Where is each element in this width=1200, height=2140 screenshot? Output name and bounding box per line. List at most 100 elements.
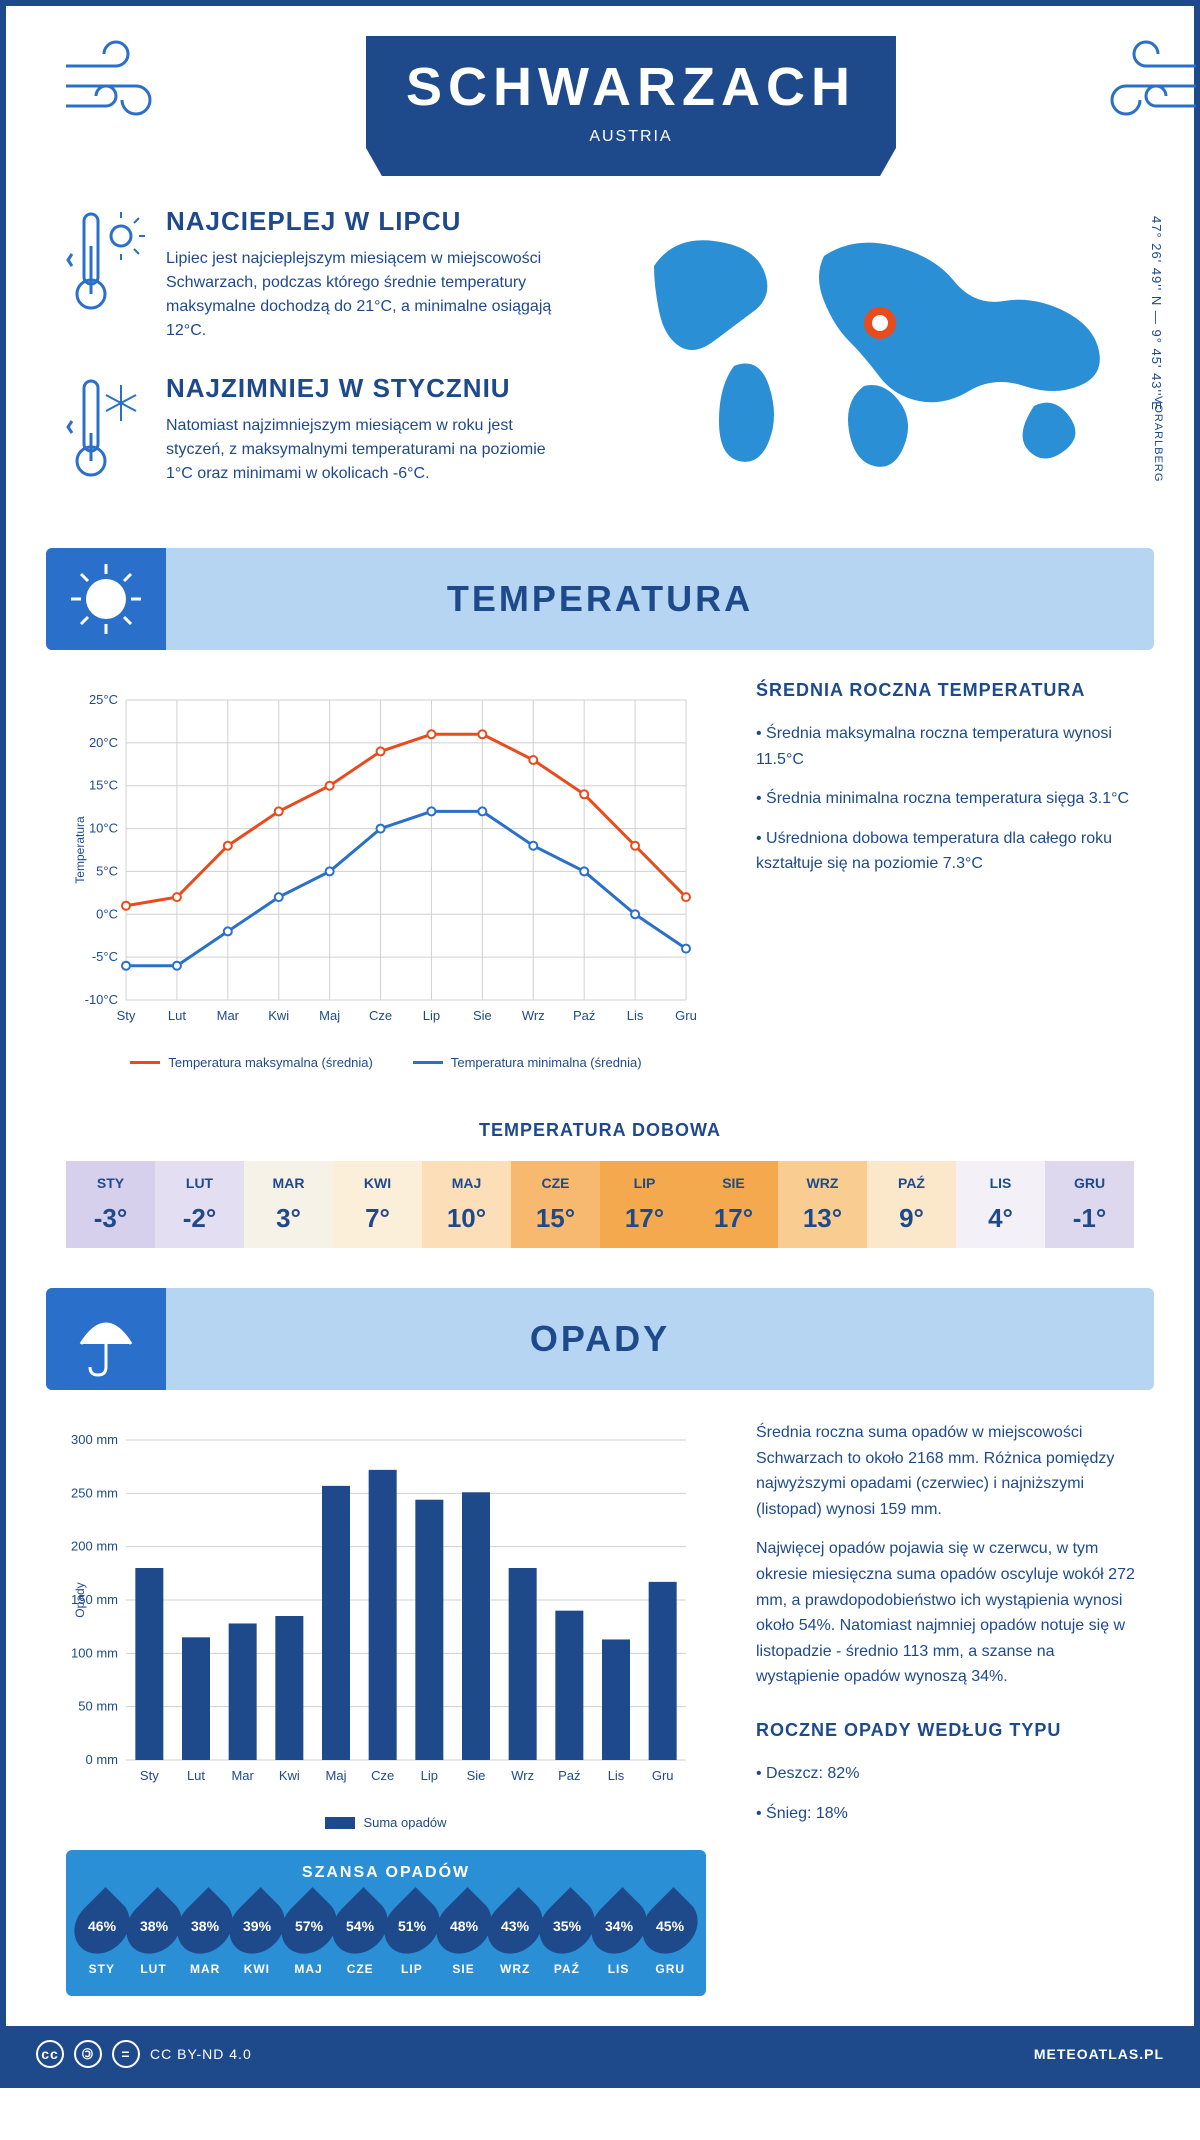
dobowa-cell: KWI7° [333, 1161, 422, 1248]
chance-month: LIP [386, 1962, 438, 1976]
legend-suma-swatch [325, 1817, 355, 1829]
svg-text:0 mm: 0 mm [86, 1752, 119, 1767]
dobowa-cell: MAR 3° [244, 1161, 333, 1248]
svg-text:0°C: 0°C [96, 906, 118, 921]
svg-text:Gru: Gru [652, 1768, 674, 1783]
temp-content: -10°C-5°C0°C5°C10°C15°C20°C25°CStyLutMar… [6, 680, 1194, 1100]
dobowa-value: 17° [693, 1203, 774, 1234]
temperature-line-chart: -10°C-5°C0°C5°C10°C15°C20°C25°CStyLutMar… [66, 680, 706, 1040]
dobowa-month: MAR [248, 1175, 329, 1191]
chance-value: 46% [88, 1918, 116, 1934]
chance-value: 39% [243, 1918, 271, 1934]
header-center: SCHWARZACH AUSTRIA [186, 36, 1076, 176]
chance-month: KWI [231, 1962, 283, 1976]
country-name: AUSTRIA [406, 128, 856, 146]
bytype-item: • Deszcz: 82% [756, 1761, 1136, 1787]
info-hot-body: Lipiec jest najcieplejszym miesiącem w m… [166, 247, 574, 343]
svg-text:Opady: Opady [73, 1582, 87, 1617]
svg-text:Lip: Lip [423, 1008, 440, 1023]
svg-text:Mar: Mar [217, 1008, 240, 1023]
section-title-precipitation-text: OPADY [530, 1318, 670, 1359]
legend-suma: Suma opadów [325, 1815, 446, 1830]
bytype-list: • Deszcz: 82% • Śnieg: 18% [756, 1761, 1136, 1826]
svg-text:300 mm: 300 mm [71, 1432, 118, 1447]
chance-month: LIS [593, 1962, 645, 1976]
chance-value: 51% [398, 1918, 426, 1934]
svg-text:50 mm: 50 mm [78, 1699, 118, 1714]
legend-min-label: Temperatura minimalna (średnia) [451, 1055, 642, 1070]
chance-drop: 43%WRZ [489, 1896, 541, 1976]
svg-text:Lip: Lip [421, 1768, 438, 1783]
dobowa-cell: STY -3° [66, 1161, 155, 1248]
page: SCHWARZACH AUSTRIA NAJCIEPLEJ W LIPCU Li… [0, 0, 1200, 2088]
svg-text:Lis: Lis [627, 1008, 644, 1023]
chance-drop: 38%LUT [128, 1896, 180, 1976]
svg-text:25°C: 25°C [89, 692, 118, 707]
dobowa-value: -1° [1049, 1203, 1130, 1234]
svg-text:Lut: Lut [168, 1008, 186, 1023]
dobowa-value: -3° [70, 1203, 151, 1234]
dobowa-cell: GRU -1° [1045, 1161, 1134, 1248]
dobowa-value: 3° [248, 1203, 329, 1234]
chance-drops: 46%STY38%LUT38%MAR39%KWI57%MAJ54%CZE51%L… [76, 1896, 696, 1976]
precip-paragraph: Średnia roczna suma opadów w miejscowośc… [756, 1420, 1136, 1522]
license: cc 🄯 = CC BY-ND 4.0 [36, 2040, 252, 2068]
chance-title: SZANSA OPADÓW [76, 1864, 696, 1882]
svg-text:15°C: 15°C [89, 778, 118, 793]
dobowa-cell: LIS 4° [956, 1161, 1045, 1248]
map-marker [864, 307, 896, 339]
wind-icon-left [46, 36, 186, 136]
chance-month: SIE [438, 1962, 490, 1976]
dobowa-value: -2° [159, 1203, 240, 1234]
dobowa-month: LIS [960, 1175, 1041, 1191]
precipitation-bar-chart: 0 mm50 mm100 mm150 mm200 mm250 mm300 mmS… [66, 1420, 706, 1800]
chance-drop: 34%LIS [593, 1896, 645, 1976]
svg-text:Kwi: Kwi [279, 1768, 300, 1783]
svg-text:Temperatura: Temperatura [73, 816, 87, 884]
info-cold-text: NAJZIMNIEJ W STYCZNIU Natomiast najzimni… [166, 373, 574, 488]
umbrella-icon [46, 1288, 166, 1390]
info-left: NAJCIEPLEJ W LIPCU Lipiec jest najcieple… [66, 206, 574, 518]
header-row: SCHWARZACH AUSTRIA [6, 6, 1194, 176]
by-icon: 🄯 [74, 2040, 102, 2068]
dobowa-cell: LIP17° [600, 1161, 689, 1248]
temp-legend: Temperatura maksymalna (średnia) Tempera… [66, 1055, 706, 1070]
section-title-precipitation: OPADY [46, 1288, 1154, 1390]
chance-value: 54% [346, 1918, 374, 1934]
dobowa-month: LUT [159, 1175, 240, 1191]
temp-bullet: • Średnia maksymalna roczna temperatura … [756, 721, 1136, 772]
dobowa-month: STY [70, 1175, 151, 1191]
dobowa-cell: CZE 15° [511, 1161, 600, 1248]
svg-text:200 mm: 200 mm [71, 1539, 118, 1554]
chance-month: MAR [179, 1962, 231, 1976]
temp-bullets: • Średnia maksymalna roczna temperatura … [756, 721, 1136, 877]
dobowa-month: WRZ [782, 1175, 863, 1191]
dobowa-month: PAŹ [871, 1175, 952, 1191]
bytype-item: • Śnieg: 18% [756, 1801, 1136, 1827]
dobowa-month: GRU [1049, 1175, 1130, 1191]
dobowa-value: 10° [426, 1203, 507, 1234]
dobowa-value: 4° [960, 1203, 1041, 1234]
chance-drop: 39% KWI [231, 1896, 283, 1976]
chance-drop: 48%SIE [438, 1896, 490, 1976]
chance-drop: 38%MAR [179, 1896, 231, 1976]
coords-label: 47° 26' 49'' N — 9° 45' 43'' E [1149, 216, 1164, 411]
svg-text:Lut: Lut [187, 1768, 205, 1783]
svg-text:10°C: 10°C [89, 821, 118, 836]
chance-month: WRZ [489, 1962, 541, 1976]
svg-text:Gru: Gru [675, 1008, 697, 1023]
temperature-chart: -10°C-5°C0°C5°C10°C15°C20°C25°CStyLutMar… [66, 680, 706, 1070]
dobowa-value: 15° [515, 1203, 596, 1234]
chance-value: 38% [139, 1918, 167, 1934]
svg-text:Paź: Paź [558, 1768, 580, 1783]
header-band: SCHWARZACH AUSTRIA [366, 36, 896, 176]
dobowa-month: CZE [515, 1175, 596, 1191]
svg-text:Paź: Paź [573, 1008, 595, 1023]
svg-text:Cze: Cze [371, 1768, 394, 1783]
svg-text:Cze: Cze [369, 1008, 392, 1023]
map-wrap: 47° 26' 49'' N — 9° 45' 43'' E VORARLBER… [614, 206, 1134, 518]
dobowa-cell: SIE17° [689, 1161, 778, 1248]
legend-suma-label: Suma opadów [363, 1815, 446, 1830]
svg-text:Sie: Sie [473, 1008, 492, 1023]
chance-month: MAJ [283, 1962, 335, 1976]
